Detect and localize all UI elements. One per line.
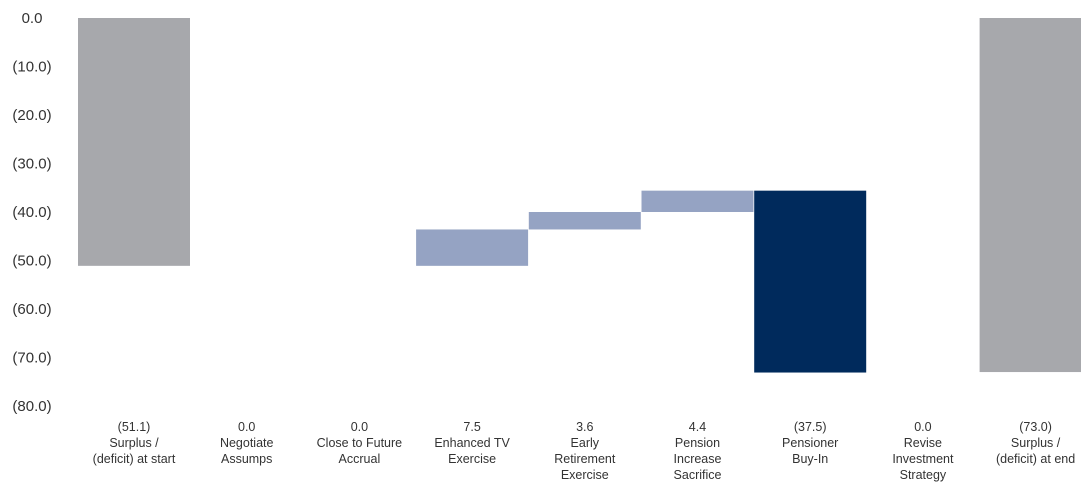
y-tick-label: (10.0) xyxy=(12,59,51,76)
category-label-line: Surplus / xyxy=(1011,436,1061,450)
y-tick-label: (50.0) xyxy=(12,253,51,270)
category-label-line: Retirement xyxy=(554,452,616,466)
y-tick-label: (40.0) xyxy=(12,204,51,221)
bar-6 xyxy=(754,190,867,373)
y-tick-label: (80.0) xyxy=(12,398,51,415)
category-label-1: Negotiate Assumps xyxy=(220,436,274,466)
data-label-4: 3.6 xyxy=(576,420,593,434)
category-label-line: Negotiate xyxy=(220,436,274,450)
category-label-line: Strategy xyxy=(900,468,947,482)
category-label-8: Surplus / (deficit) at end xyxy=(996,436,1075,466)
bar-8 xyxy=(979,18,1081,373)
category-label-line: Pensioner xyxy=(782,436,838,450)
bars xyxy=(78,18,1081,373)
y-tick-label: (30.0) xyxy=(12,156,51,173)
category-label-6: Pensioner Buy-In xyxy=(782,436,838,466)
data-label-6: (37.5) xyxy=(794,420,827,434)
category-label-line: Revise xyxy=(904,436,942,450)
bar-0 xyxy=(78,18,190,266)
category-label-line: Close to Future xyxy=(317,436,403,450)
bar-4 xyxy=(528,212,641,230)
category-label-line: Surplus / xyxy=(109,436,159,450)
category-label-line: Sacrifice xyxy=(674,468,722,482)
category-label-line: (deficit) at start xyxy=(93,452,176,466)
data-label-8: (73.0) xyxy=(1019,420,1052,434)
data-label-1: 0.0 xyxy=(238,420,255,434)
y-tick-label: 0.0 xyxy=(22,10,43,27)
bar-5 xyxy=(641,190,754,212)
bar-3 xyxy=(416,229,529,266)
data-label-2: 0.0 xyxy=(351,420,368,434)
category-label-line: Enhanced TV xyxy=(434,436,510,450)
category-label-0: Surplus / (deficit) at start xyxy=(93,436,176,466)
category-label-line: Investment xyxy=(892,452,954,466)
category-label-line: Exercise xyxy=(561,468,609,482)
y-tick-label: (60.0) xyxy=(12,301,51,318)
category-label-7: Revise Investment Strategy xyxy=(892,436,954,482)
category-label-4: Early Retirement Exercise xyxy=(554,436,616,482)
y-axis: 0.0 (10.0) (20.0) (30.0) (40.0) (50.0) (60.0) (… xyxy=(12,10,51,415)
category-label-line: Pension xyxy=(675,436,720,450)
data-label-3: 7.5 xyxy=(463,420,480,434)
y-tick-label: (20.0) xyxy=(12,107,51,124)
data-label-5: 4.4 xyxy=(689,420,706,434)
category-label-line: Accrual xyxy=(339,452,381,466)
category-label-line: Exercise xyxy=(448,452,496,466)
data-label-7: 0.0 xyxy=(914,420,931,434)
x-axis-labels: (51.1) Surplus / (deficit) at start 0.0 Nego… xyxy=(93,420,1076,482)
category-label-line: Increase xyxy=(674,452,722,466)
category-label-3: Enhanced TV Exercise xyxy=(434,436,510,466)
category-label-line: Early xyxy=(571,436,600,450)
category-label-line: Buy-In xyxy=(792,452,828,466)
y-tick-label: (70.0) xyxy=(12,350,51,367)
category-label-line: (deficit) at end xyxy=(996,452,1075,466)
category-label-line: Assumps xyxy=(221,452,272,466)
data-label-0: (51.1) xyxy=(118,420,151,434)
category-label-5: Pension Increase Sacrifice xyxy=(674,436,722,482)
category-label-2: Close to Future Accrual xyxy=(317,436,403,466)
